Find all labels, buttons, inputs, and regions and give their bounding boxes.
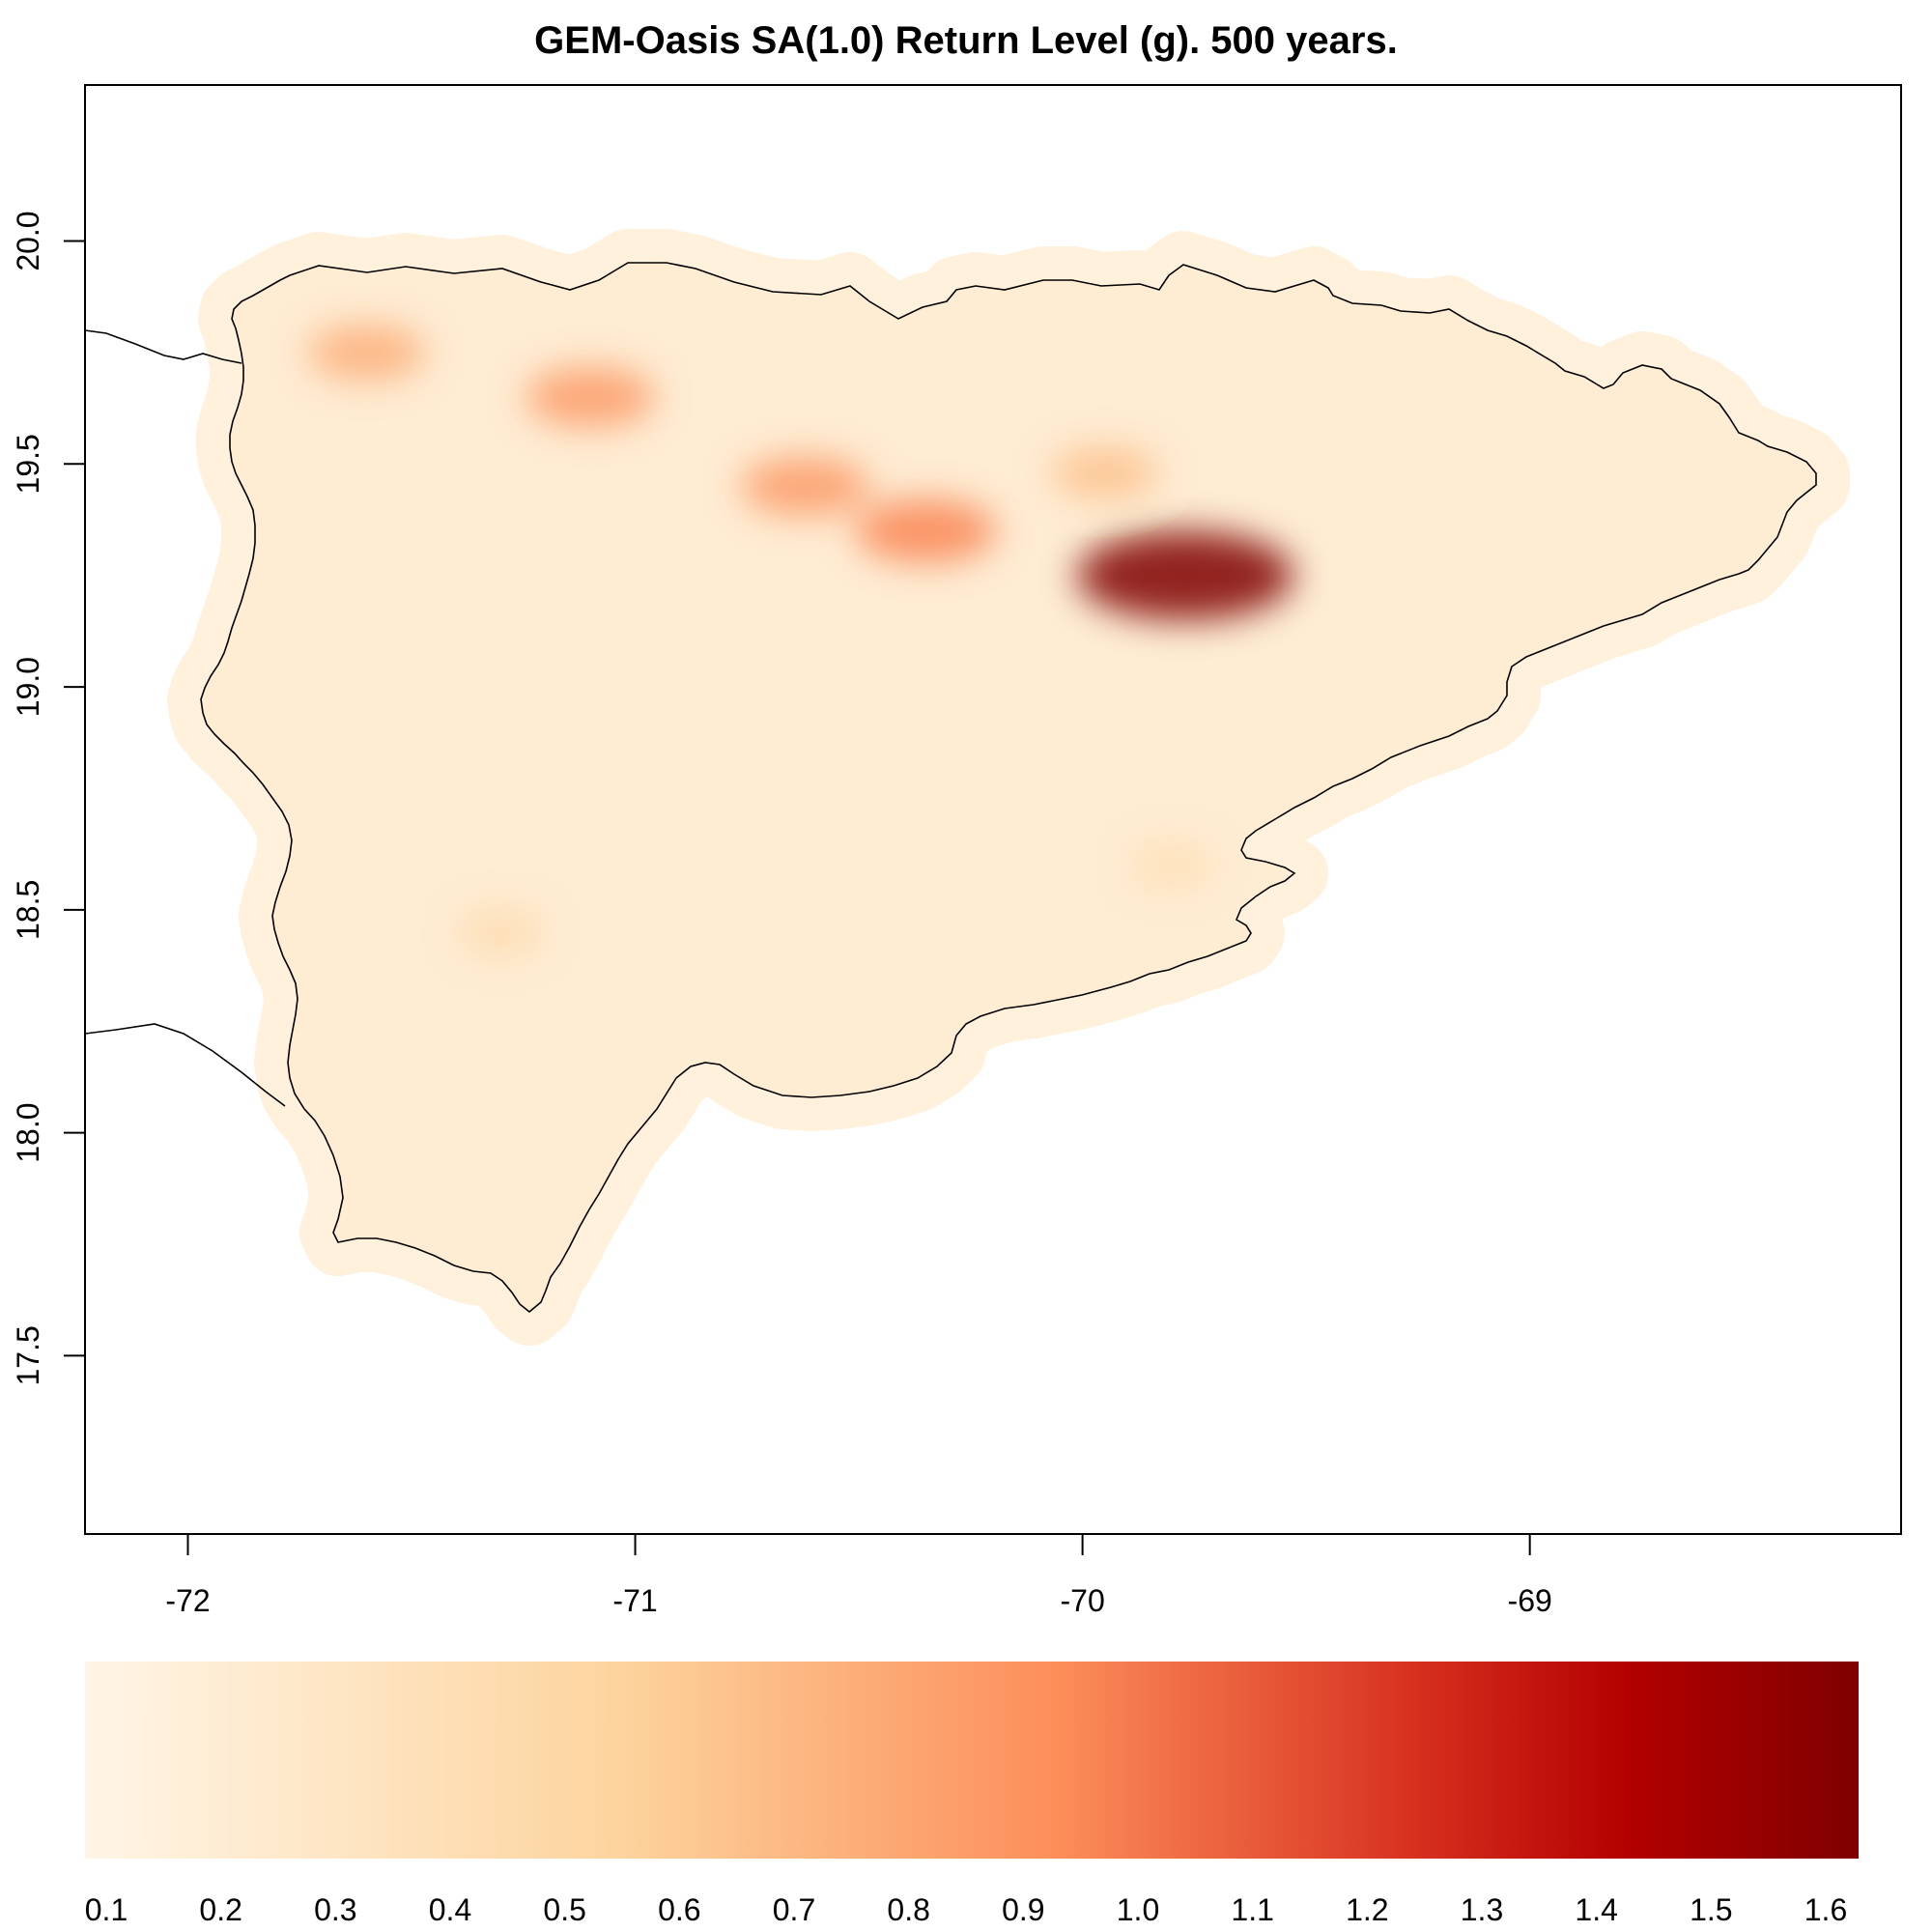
hotspot-6 (459, 909, 543, 954)
hotspot-2 (740, 456, 870, 517)
hazard-heatmap (167, 229, 1850, 1346)
y-tick-label: 18.5 (11, 880, 45, 940)
hotspot-4 (307, 324, 426, 381)
colorbar-tick-label: 0.1 (85, 1892, 128, 1927)
colorbar-tick-label: 1.2 (1346, 1892, 1388, 1927)
x-axis: -72 -71 -70 -69 (165, 1534, 1552, 1618)
y-tick-label: 18.0 (11, 1102, 45, 1162)
colorbar-labels: 0.1 0.2 0.3 0.4 0.5 0.6 0.7 0.8 0.9 1.0 1.1 1.2 1.3 1… (85, 1892, 1847, 1927)
y-tick-label: 20.0 (11, 211, 45, 270)
hotspot-7 (1132, 843, 1212, 888)
coastline-path (200, 262, 1817, 1314)
base-field (201, 263, 1816, 1312)
colorbar-tick-label: 0.4 (429, 1892, 471, 1927)
colorbar-tick-label: 0.3 (314, 1892, 356, 1927)
x-tick-label: -71 (612, 1583, 657, 1618)
colorbar-tick-label: 0.5 (543, 1892, 585, 1927)
y-tick-label: 19.0 (11, 657, 45, 717)
hotspot-5 (1051, 446, 1158, 499)
y-axis: 17.5 18.0 18.5 19.0 19.5 20.0 (11, 211, 85, 1386)
hotspot-0 (1077, 530, 1294, 620)
colorbar-tick-label: 1.0 (1117, 1892, 1159, 1927)
colorbar-tick-label: 1.6 (1804, 1892, 1847, 1927)
colorbar-tick-label: 0.7 (773, 1892, 815, 1927)
haiti-coast-north (84, 329, 242, 364)
colorbar-tick-label: 1.3 (1461, 1892, 1503, 1927)
colorbar-tick-label: 0.2 (199, 1892, 242, 1927)
hotspot-3 (526, 367, 656, 428)
x-tick-label: -69 (1508, 1583, 1552, 1618)
colorbar-tick-label: 0.8 (887, 1892, 929, 1927)
y-tick-label: 19.5 (11, 434, 45, 494)
colorbar (85, 1662, 1859, 1859)
plot-frame (84, 84, 1902, 1535)
x-tick-label: -70 (1060, 1583, 1104, 1618)
map-title: GEM-Oasis SA(1.0) Return Level (g). 500 … (534, 19, 1398, 62)
colorbar-tick-label: 0.6 (658, 1892, 700, 1927)
haiti-coast-south (84, 1023, 286, 1107)
colorbar-tick-label: 0.9 (1002, 1892, 1044, 1927)
colorbar-tick-label: 1.1 (1231, 1892, 1273, 1927)
colorbar-tick-label: 1.4 (1575, 1892, 1617, 1927)
coastline (84, 262, 1817, 1314)
y-tick-label: 17.5 (11, 1325, 45, 1385)
hotspot-1 (855, 498, 997, 563)
colorbar-tick-label: 1.5 (1690, 1892, 1732, 1927)
x-tick-label: -72 (165, 1583, 210, 1618)
